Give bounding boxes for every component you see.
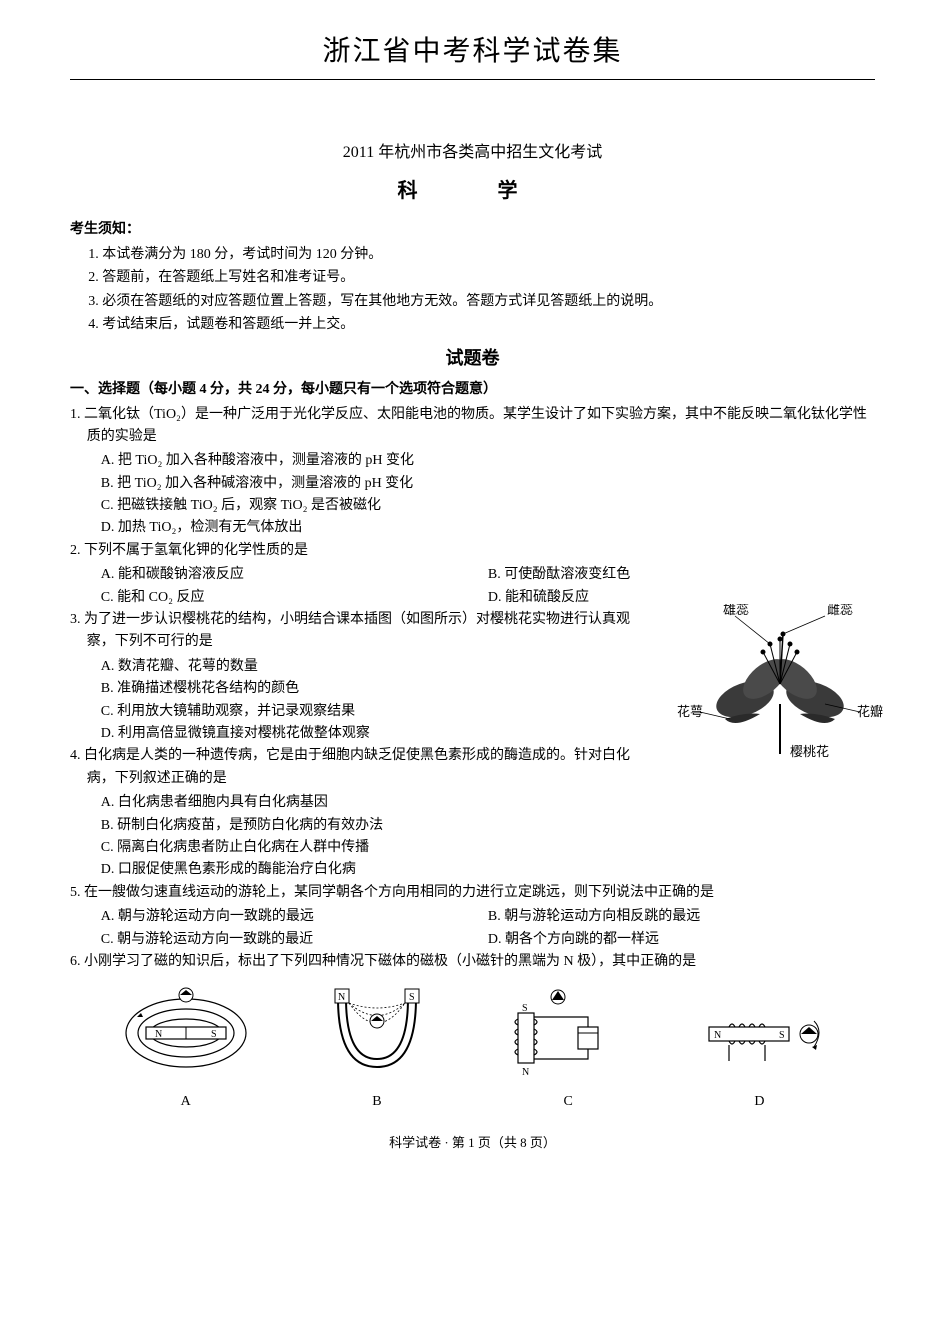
diagram-c-label: C <box>473 1091 664 1113</box>
q2-option-c: C. 能和 CO₂ 反应 <box>101 587 488 609</box>
notice-item: 4. 考试结束后，试题卷和答题纸一并上交。 <box>105 314 875 336</box>
diagram-a: N S A <box>90 983 281 1113</box>
notice-item: 3. 必须在答题纸的对应答题位置上答题，写在其他地方无效。答题方式详见答题纸上的… <box>105 291 875 313</box>
subject-heading: 科 学 <box>70 175 875 207</box>
diagram-c: S N <box>473 983 664 1113</box>
q3-option-a: A. 数清花瓣、花萼的数量 <box>101 656 630 678</box>
q1-option-b: B. 把 TiO₂ 加入各种碱溶液中，测量溶液的 pH 变化 <box>101 473 875 495</box>
svg-text:S: S <box>522 1003 528 1014</box>
diagram-a-label: A <box>90 1091 281 1113</box>
section-title: 试题卷 <box>70 344 875 373</box>
diagram-a-svg: N S <box>111 983 261 1078</box>
question-1: 1. 二氧化钛（TiO₂）是一种广泛用于光化学反应、太阳能电池的物质。某学生设计… <box>70 404 875 449</box>
title-underline <box>70 79 875 80</box>
svg-text:S: S <box>409 992 415 1003</box>
q5-option-c: C. 朝与游轮运动方向一致跳的最近 <box>101 929 488 951</box>
q4-option-b: B. 研制白化病疫苗，是预防白化病的有效办法 <box>101 815 630 837</box>
q2-options: A. 能和碳酸钠溶液反应 B. 可使酚酞溶液变红色 C. 能和 CO₂ 反应 D… <box>70 564 875 609</box>
q1-options: A. 把 TiO₂ 加入各种酸溶液中，测量溶液的 pH 变化 B. 把 TiO₂… <box>70 450 875 540</box>
q5-option-a: A. 朝与游轮运动方向一致跳的最远 <box>101 906 488 928</box>
q3-option-c: C. 利用放大镜辅助观察，并记录观察结果 <box>101 701 630 723</box>
collection-title: 浙江省中考科学试卷集 <box>70 30 875 75</box>
flower-svg: 雄蕊 雌蕊 花萼 花瓣 樱桃花 <box>675 604 885 759</box>
svg-text:N: N <box>714 1030 721 1041</box>
diagram-b-label: B <box>281 1091 472 1113</box>
svg-text:N: N <box>155 1029 162 1040</box>
q2-stem: 2. 下列不属于氢氧化钾的化学性质的是 <box>70 543 308 558</box>
q4-option-c: C. 隔离白化病患者防止白化病在人群中传播 <box>101 837 630 859</box>
questions-body: 雄蕊 雌蕊 花萼 花瓣 樱桃花 1. 二氧化钛（TiO₂）是一种广泛用于光化学反… <box>70 404 875 1114</box>
q3-stem: 3. 为了进一步认识樱桃花的结构，小明结合课本插图（如图所示）对樱桃花实物进行认… <box>70 612 630 649</box>
svg-text:S: S <box>779 1030 785 1041</box>
notice-item: 1. 本试卷满分为 180 分，考试时间为 120 分钟。 <box>105 244 875 266</box>
q2-option-b: B. 可使酚酞溶液变红色 <box>488 564 875 586</box>
q1-option-c: C. 把磁铁接触 TiO₂ 后，观察 TiO₂ 是否被磁化 <box>101 495 875 517</box>
page-footer: 科学试卷 · 第 1 页（共 8 页） <box>70 1133 875 1154</box>
q5-option-b: B. 朝与游轮运动方向相反跳的最远 <box>488 906 875 928</box>
q6-diagrams: N S A N S <box>90 983 855 1113</box>
diagram-d-label: D <box>664 1091 855 1113</box>
q1-option-d: D. 加热 TiO₂，检测有无气体放出 <box>101 517 875 539</box>
q5-options: A. 朝与游轮运动方向一致跳的最远 B. 朝与游轮运动方向相反跳的最远 C. 朝… <box>70 906 875 951</box>
svg-text:S: S <box>211 1029 217 1040</box>
question-3: 3. 为了进一步认识樱桃花的结构，小明结合课本插图（如图所示）对樱桃花实物进行认… <box>70 609 630 654</box>
question-4: 4. 白化病是人类的一种遗传病，它是由于细胞内缺乏促使黑色素形成的酶造成的。针对… <box>70 745 630 790</box>
part1-header: 一、选择题（每小题 4 分，共 24 分，每小题只有一个选项符合题意） <box>70 379 875 401</box>
label-huaban: 花瓣 <box>857 704 883 719</box>
q4-option-d: D. 口服促使黑色素形成的酶能治疗白化病 <box>101 859 630 881</box>
question-2: 2. 下列不属于氢氧化钾的化学性质的是 <box>70 540 875 562</box>
exam-title: 2011 年杭州市各类高中招生文化考试 <box>70 140 875 166</box>
q4-options: A. 白化病患者细胞内具有白化病基因 B. 研制白化病疫苗，是预防白化病的有效办… <box>70 792 630 882</box>
diagram-d-svg: N S <box>684 983 834 1078</box>
q5-option-d: D. 朝各个方向跳的都一样远 <box>488 929 875 951</box>
svg-text:N: N <box>522 1067 529 1078</box>
diagram-b-svg: N S <box>312 983 442 1078</box>
q5-stem: 5. 在一艘做匀速直线运动的游轮上，某同学朝各个方向用相同的力进行立定跳远，则下… <box>70 885 714 900</box>
q3-option-b: B. 准确描述樱桃花各结构的颜色 <box>101 678 630 700</box>
diagram-b: N S B <box>281 983 472 1113</box>
q2-option-a: A. 能和碳酸钠溶液反应 <box>101 564 488 586</box>
q4-option-a: A. 白化病患者细胞内具有白化病基因 <box>101 792 630 814</box>
question-6: 6. 小刚学习了磁的知识后，标出了下列四种情况下磁体的磁极（小磁针的黑端为 N … <box>70 951 875 973</box>
q1-option-a: A. 把 TiO₂ 加入各种酸溶液中，测量溶液的 pH 变化 <box>101 450 875 472</box>
q1-stem: 1. 二氧化钛（TiO₂）是一种广泛用于光化学反应、太阳能电池的物质。某学生设计… <box>70 407 867 444</box>
notice-header: 考生须知： <box>70 219 875 241</box>
diagram-c-svg: S N <box>498 983 638 1078</box>
label-cirui: 雌蕊 <box>827 604 853 617</box>
q4-stem: 4. 白化病是人类的一种遗传病，它是由于细胞内缺乏促使黑色素形成的酶造成的。针对… <box>70 748 630 785</box>
notice-list: 1. 本试卷满分为 180 分，考试时间为 120 分钟。 2. 答题前，在答题… <box>70 244 875 337</box>
label-caption: 樱桃花 <box>790 744 829 759</box>
q6-stem: 6. 小刚学习了磁的知识后，标出了下列四种情况下磁体的磁极（小磁针的黑端为 N … <box>70 954 696 969</box>
svg-text:N: N <box>338 992 345 1003</box>
label-huae: 花萼 <box>677 704 703 719</box>
q3-option-d: D. 利用高倍显微镜直接对樱桃花做整体观察 <box>101 723 630 745</box>
flower-figure: 雄蕊 雌蕊 花萼 花瓣 樱桃花 <box>675 604 885 759</box>
diagram-d: N S <box>664 983 855 1113</box>
q3-options: A. 数清花瓣、花萼的数量 B. 准确描述樱桃花各结构的颜色 C. 利用放大镜辅… <box>70 656 630 746</box>
question-5: 5. 在一艘做匀速直线运动的游轮上，某同学朝各个方向用相同的力进行立定跳远，则下… <box>70 882 875 904</box>
label-xiongrui: 雄蕊 <box>723 604 749 617</box>
notice-item: 2. 答题前，在答题纸上写姓名和准考证号。 <box>105 267 875 289</box>
